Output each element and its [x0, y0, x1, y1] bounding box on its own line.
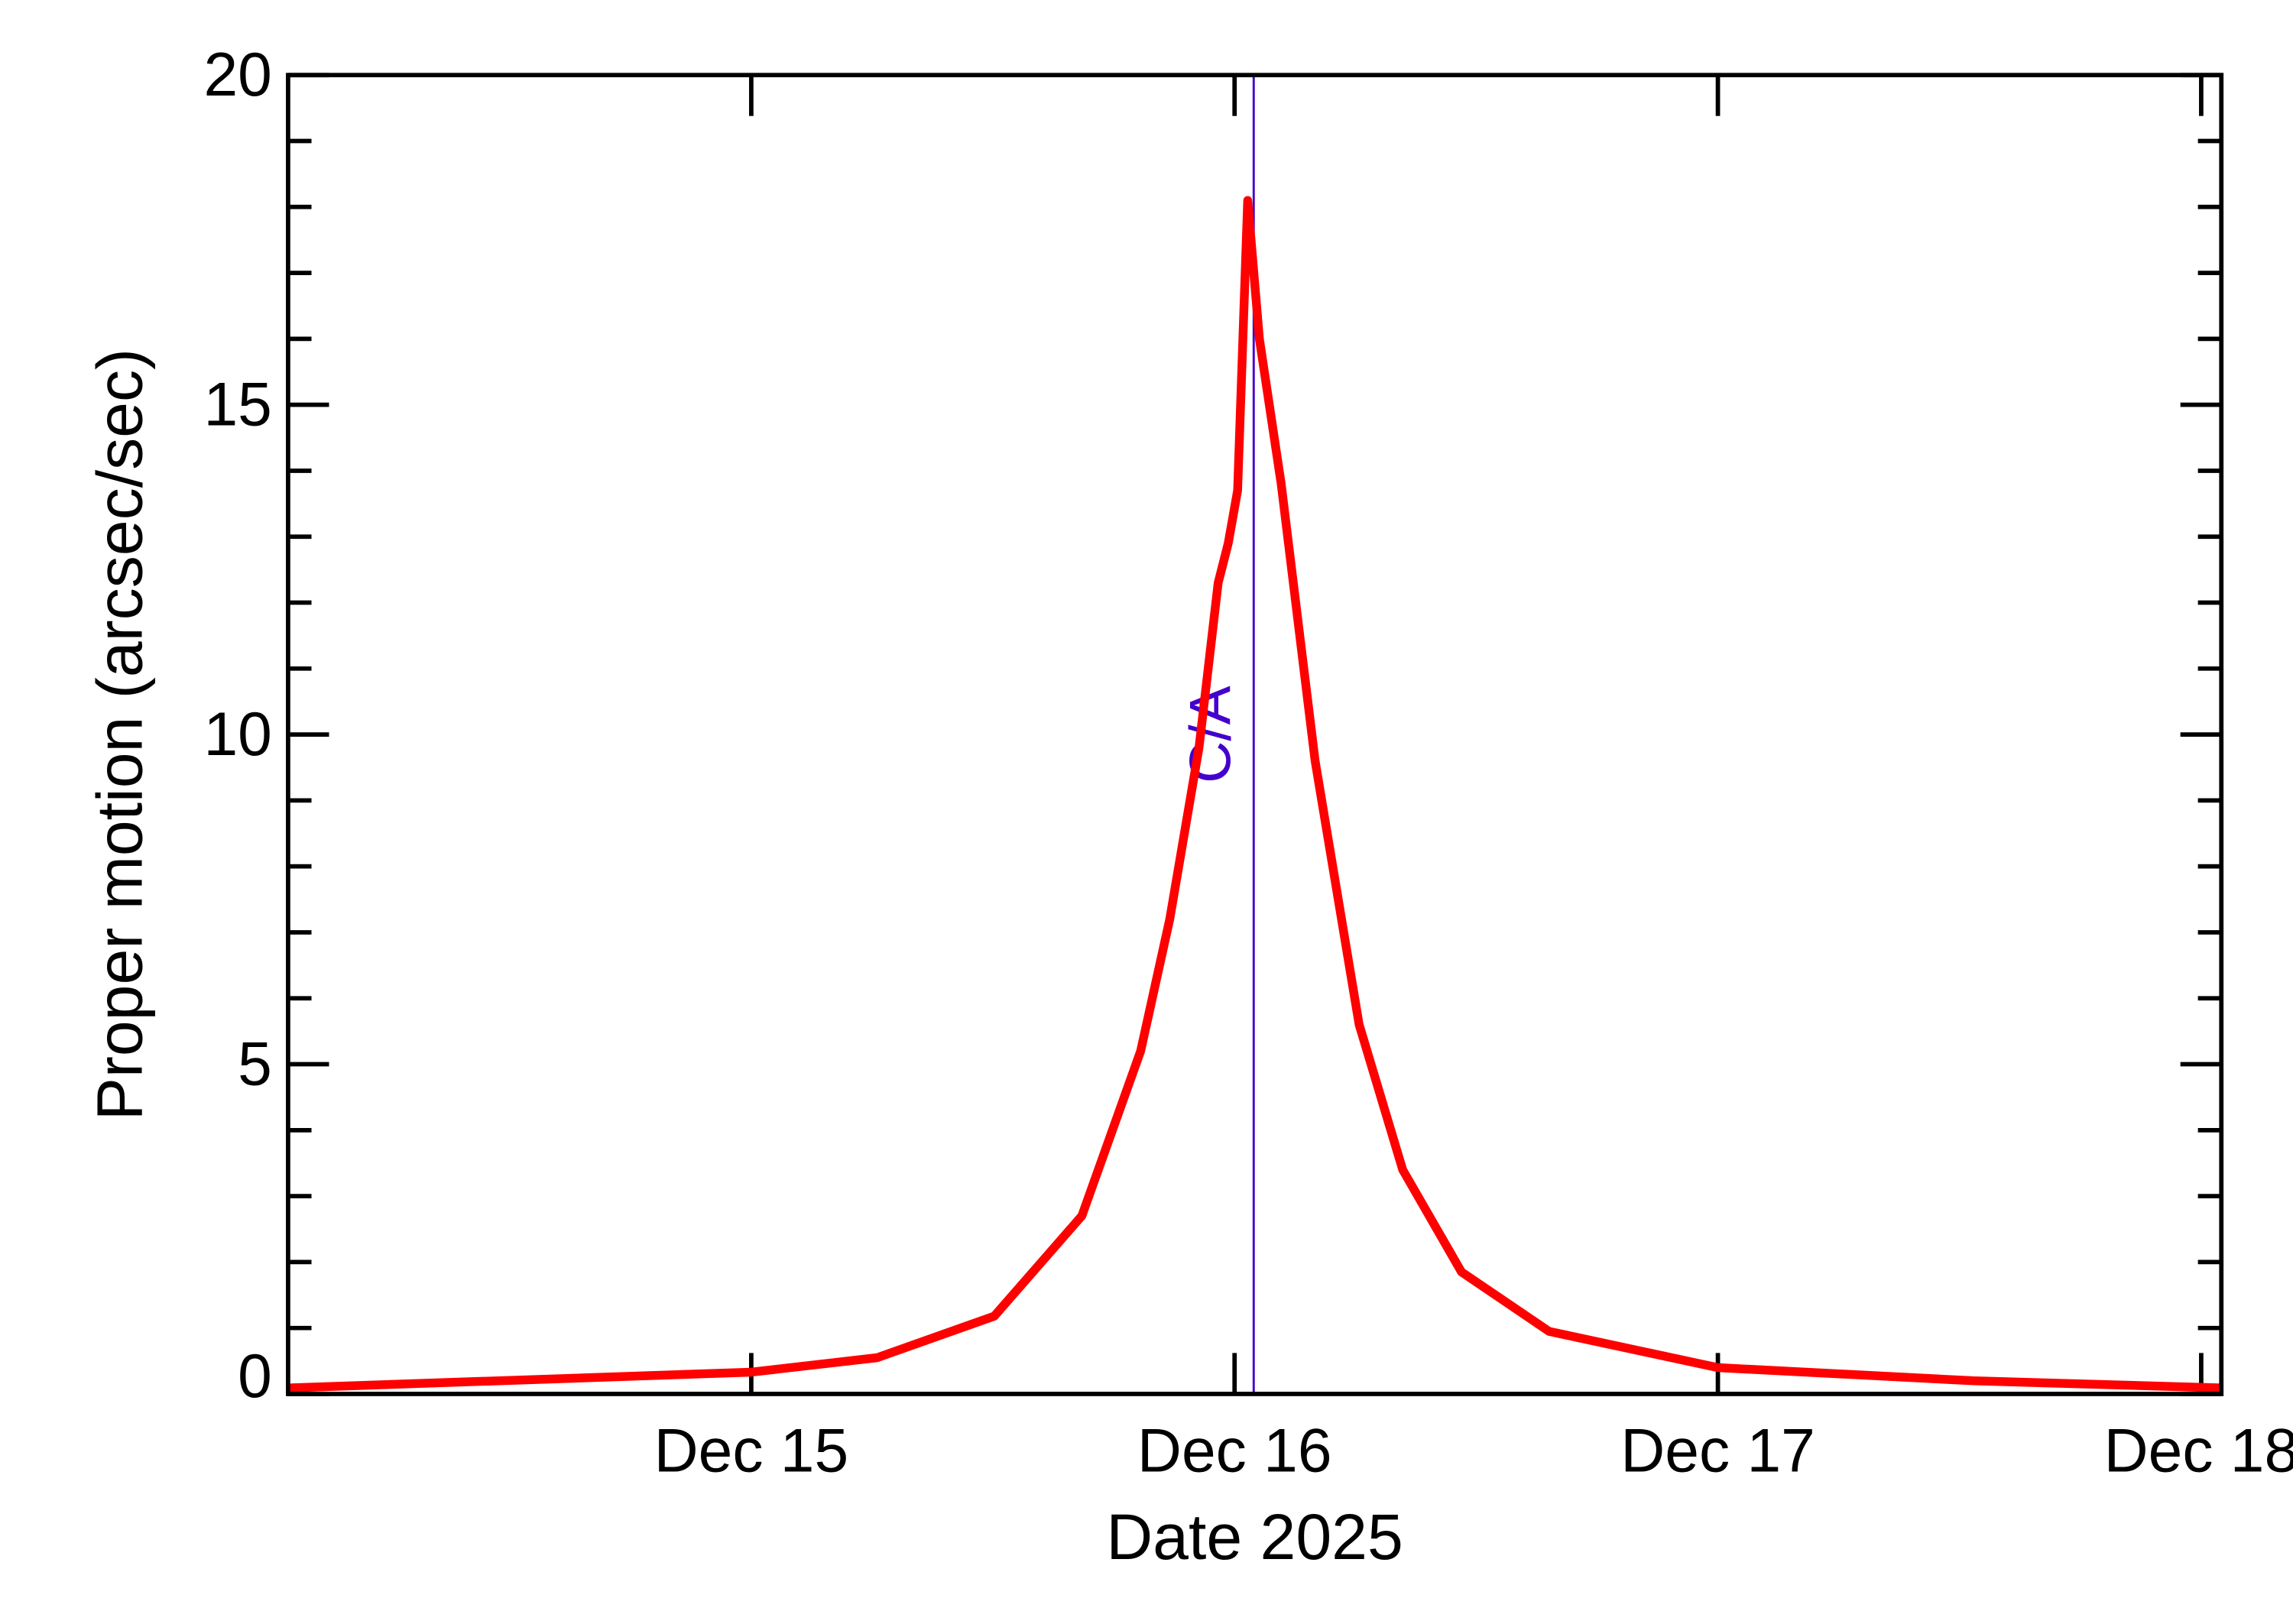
y-tick-label: 10 [203, 700, 271, 769]
x-tick-label: Dec 17 [1620, 1416, 1815, 1485]
tick-labels: 0 5 10 15 20 Dec 15 Dec 16 Dec 17 Dec 18 [203, 41, 2293, 1485]
x-tick-label: Dec 16 [1137, 1416, 1332, 1485]
closest-approach-label: C/A [1179, 686, 1244, 783]
x-tick-label: Dec 15 [654, 1416, 849, 1485]
y-tick-label: 5 [238, 1029, 272, 1098]
x-tick-label: Dec 18 [2104, 1416, 2293, 1485]
x-axis-title: Date 2025 [1106, 1501, 1403, 1573]
y-tick-label: 15 [203, 370, 271, 439]
proper-motion-series [287, 196, 2222, 1392]
y-axis-title: Proper motion (arcsec/sec) [84, 348, 156, 1120]
y-tick-label: 20 [203, 41, 271, 109]
y-tick-label: 0 [238, 1342, 272, 1411]
plot-frame [286, 73, 2224, 1396]
axis-ticks [287, 73, 2222, 1396]
